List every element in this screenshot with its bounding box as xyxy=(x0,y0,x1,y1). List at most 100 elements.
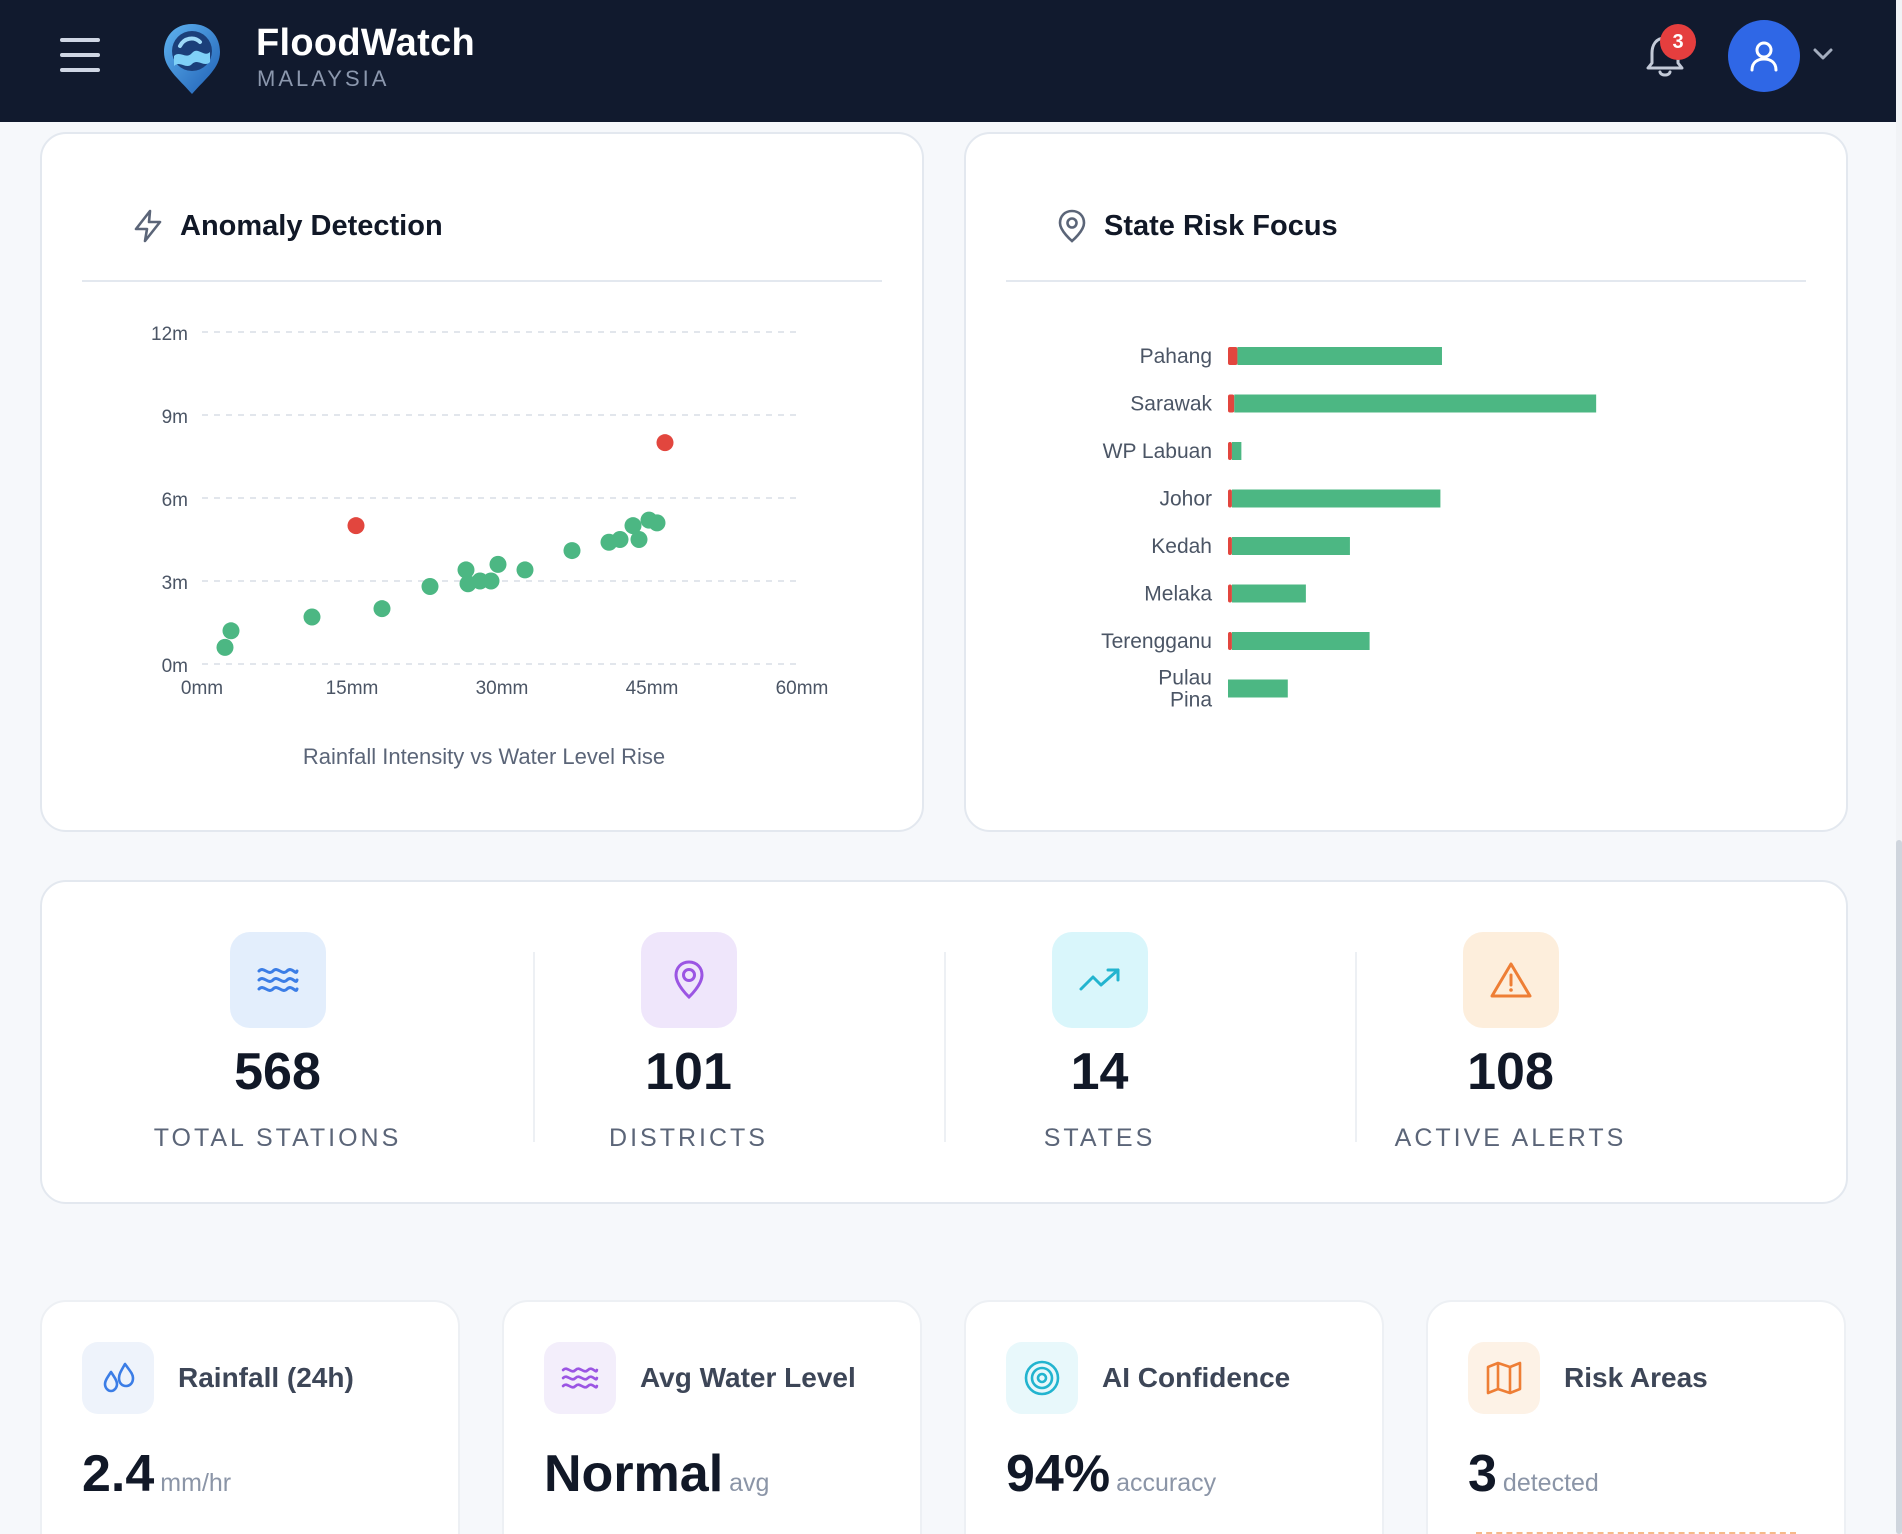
y-tick-label: 9m xyxy=(162,407,188,428)
bar-normal-segment[interactable] xyxy=(1231,584,1306,603)
top-navigation-bar: FloodWatch MALAYSIA 3 xyxy=(0,0,1896,122)
metric-unit: detected xyxy=(1502,1469,1599,1497)
metric-value: 2.4 xyxy=(82,1445,155,1503)
normal-point[interactable] xyxy=(457,561,475,579)
category-label: Melaka xyxy=(1144,583,1212,606)
normal-point[interactable] xyxy=(482,572,500,590)
stat-value: 14 xyxy=(1070,1043,1129,1101)
normal-point[interactable] xyxy=(373,600,391,618)
bar-critical-segment[interactable] xyxy=(1228,347,1238,365)
risk-divider xyxy=(1476,1532,1796,1534)
x-tick-label: 45mm xyxy=(626,678,679,699)
normal-point[interactable] xyxy=(222,622,240,640)
user-avatar-button[interactable] xyxy=(1728,20,1800,92)
waves-icon xyxy=(229,932,326,1028)
anomaly-scatter-chart: 0m 3m 6m 9m 12m 0mm 15mm 30mm 45mm 60mm xyxy=(151,324,829,699)
bar-normal-segment[interactable] xyxy=(1231,489,1441,508)
bar-normal-segment[interactable] xyxy=(1237,347,1442,365)
normal-point[interactable] xyxy=(489,555,507,573)
metric-value-row: Normal avg xyxy=(544,1444,769,1504)
bar-critical-segment[interactable] xyxy=(1228,442,1232,460)
map-icon xyxy=(1468,1342,1540,1414)
stat-value: 101 xyxy=(645,1043,732,1101)
target-icon xyxy=(1006,1342,1078,1414)
bar-normal-segment[interactable] xyxy=(1231,442,1242,460)
anomaly-point[interactable] xyxy=(347,517,365,535)
normal-point[interactable] xyxy=(630,531,648,548)
metric-unit: avg xyxy=(729,1469,770,1497)
page-scrollbar-thumb[interactable] xyxy=(1896,840,1902,1534)
droplets-icon xyxy=(82,1342,154,1414)
summary-stats-card: 568 TOTAL STATIONS 101 DISTRICTS 14 STAT… xyxy=(40,880,1848,1204)
metric-value: Normal xyxy=(544,1445,724,1503)
metric-card-risk-areas[interactable]: Risk Areas 3 detected xyxy=(1426,1300,1846,1534)
y-tick-label: 3m xyxy=(162,573,188,594)
anomaly-chart-caption: Rainfall Intensity vs Water Level Rise xyxy=(302,744,666,769)
anomaly-point[interactable] xyxy=(656,434,674,452)
user-icon xyxy=(1750,41,1778,72)
state-risk-bar-chart: Pahang Sarawak WP Labuan Johor Kedah Melaka Te… xyxy=(1101,345,1597,712)
y-tick-label: 6m xyxy=(162,490,188,511)
x-tick-label: 0mm xyxy=(181,678,223,699)
stat-label: DISTRICTS xyxy=(609,1124,768,1152)
anomaly-detection-card: Anomaly Detection 0m 3m 6m 9m 12m 0mm 15mm 30mm… xyxy=(40,132,924,832)
metric-card-ai-confidence[interactable]: AI Confidence 94% accuracy xyxy=(964,1300,1384,1534)
category-label: Pulau xyxy=(1158,667,1212,690)
bar-critical-segment[interactable] xyxy=(1228,489,1232,508)
bar-critical-segment[interactable] xyxy=(1228,632,1232,650)
bar-normal-segment[interactable] xyxy=(1231,537,1350,555)
normal-point[interactable] xyxy=(648,514,666,532)
app-subtitle: MALAYSIA xyxy=(257,66,390,91)
bar-critical-segment[interactable] xyxy=(1228,584,1232,603)
stat-divider xyxy=(533,952,535,1142)
category-label: WP Labuan xyxy=(1103,440,1212,463)
x-tick-label: 15mm xyxy=(326,678,379,699)
x-tick-label: 60mm xyxy=(776,678,829,699)
metric-title: Risk Areas xyxy=(1564,1362,1708,1393)
state-risk-card-title: State Risk Focus xyxy=(1104,210,1338,242)
page-scrollbar-track[interactable] xyxy=(1896,0,1902,1534)
anomaly-card-header: Anomaly Detection xyxy=(82,134,882,282)
metric-value: 3 xyxy=(1468,1445,1497,1503)
normal-point[interactable] xyxy=(516,561,534,579)
metric-title: AI Confidence xyxy=(1102,1362,1291,1393)
bar-critical-segment[interactable] xyxy=(1228,394,1235,413)
stat-value: 108 xyxy=(1467,1043,1554,1101)
stat-divider xyxy=(1355,952,1357,1142)
waves-icon xyxy=(544,1342,616,1414)
trending-up-icon xyxy=(1051,932,1148,1028)
metric-title: Rainfall (24h) xyxy=(178,1362,354,1393)
normal-point[interactable] xyxy=(421,578,439,596)
bar-normal-segment[interactable] xyxy=(1231,632,1370,650)
menu-icon[interactable] xyxy=(60,38,100,76)
chevron-down-icon[interactable] xyxy=(1812,46,1834,62)
metric-title: Avg Water Level xyxy=(640,1362,856,1393)
x-tick-label: 30mm xyxy=(476,678,529,699)
stat-label: TOTAL STATIONS xyxy=(153,1124,402,1152)
category-label: Pina xyxy=(1170,689,1212,712)
bar-normal-segment[interactable] xyxy=(1228,679,1288,698)
stat-districts: 101 DISTRICTS xyxy=(483,882,894,1206)
normal-point[interactable] xyxy=(611,531,629,548)
normal-point[interactable] xyxy=(563,542,581,560)
normal-point[interactable] xyxy=(216,638,234,656)
stat-value: 568 xyxy=(234,1043,321,1101)
app-title: FloodWatch xyxy=(256,22,475,64)
metric-value: 94% xyxy=(1006,1445,1111,1503)
metric-value-row: 94% accuracy xyxy=(1006,1444,1216,1504)
metric-card-rainfall[interactable]: Rainfall (24h) 2.4 mm/hr xyxy=(40,1300,460,1534)
category-label: Johor xyxy=(1159,488,1212,511)
normal-point[interactable] xyxy=(303,608,321,626)
normal-point[interactable] xyxy=(624,517,642,535)
metric-value-row: 2.4 mm/hr xyxy=(82,1444,231,1504)
state-risk-card-header: State Risk Focus xyxy=(1006,134,1806,282)
bar-critical-segment[interactable] xyxy=(1228,537,1232,555)
y-tick-label: 0m xyxy=(162,656,188,677)
alert-triangle-icon xyxy=(1462,932,1559,1028)
map-pin-icon xyxy=(1058,209,1086,243)
bar-normal-segment[interactable] xyxy=(1234,394,1597,413)
metric-card-water-level[interactable]: Avg Water Level Normal avg xyxy=(502,1300,922,1534)
y-tick-label: 12m xyxy=(151,324,188,345)
floodwatch-logo-icon xyxy=(164,24,220,94)
stat-total-stations: 568 TOTAL STATIONS xyxy=(72,882,483,1206)
